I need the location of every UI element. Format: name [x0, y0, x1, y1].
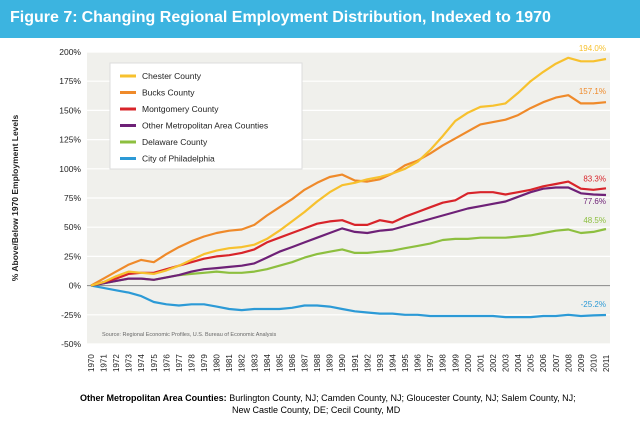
- x-tick-label: 2008: [564, 354, 573, 372]
- legend-entry: Montgomery County: [142, 104, 219, 114]
- x-tick-label: 1996: [414, 354, 423, 372]
- x-tick-label: 1989: [326, 354, 335, 372]
- x-tick-label: 1983: [250, 354, 259, 372]
- end-label: 77.6%: [583, 197, 606, 206]
- x-tick-label: 1993: [376, 354, 385, 372]
- x-tick-label: 1980: [213, 354, 222, 372]
- x-tick-label: 1985: [275, 354, 284, 372]
- x-tick-label: 1984: [263, 354, 272, 372]
- x-tick-label: 1972: [112, 354, 121, 372]
- x-tick-label: 1971: [100, 354, 109, 372]
- x-tick-label: 1988: [313, 354, 322, 372]
- x-tick-label: 1979: [200, 354, 209, 372]
- x-tick-label: 1977: [175, 354, 184, 372]
- footnote: Other Metropolitan Area Counties: Burlin…: [80, 392, 576, 416]
- x-tick-label: 1990: [338, 354, 347, 372]
- footnote-line1: Burlington County, NJ; Camden County, NJ…: [229, 393, 576, 403]
- figure-header: Figure 7: Changing Regional Employment Di…: [0, 0, 640, 38]
- x-tick-label: 2002: [489, 354, 498, 372]
- y-tick-label: 150%: [59, 105, 81, 115]
- series-line-city-of-philadelphia: [90, 284, 607, 319]
- end-label: -25.2%: [581, 300, 606, 309]
- x-tick-label: 1975: [150, 354, 159, 372]
- legend-entry: Chester County: [142, 71, 202, 81]
- x-tick-label: 1995: [401, 354, 410, 372]
- legend-entry: Delaware County: [142, 137, 208, 147]
- y-tick-label: 75%: [64, 193, 81, 203]
- x-tick-label: 2004: [514, 354, 523, 372]
- x-tick-label: 1987: [301, 354, 310, 372]
- x-tick-label: 1973: [125, 354, 134, 372]
- y-tick-label: 25%: [64, 251, 81, 261]
- y-tick-label: -50%: [61, 339, 81, 349]
- x-tick-label: 1982: [238, 354, 247, 372]
- end-label: 194.0%: [579, 44, 606, 53]
- end-label: 83.3%: [583, 174, 606, 183]
- x-tick-label: 1998: [439, 354, 448, 372]
- x-tick-label: 2011: [602, 354, 611, 372]
- y-tick-label: 50%: [64, 222, 81, 232]
- x-tick-label: 1974: [137, 354, 146, 372]
- y-axis-label: % Above/Below 1970 Employment Levels: [10, 115, 20, 282]
- x-tick-label: 2001: [476, 354, 485, 372]
- x-tick-label: 2009: [577, 354, 586, 372]
- y-tick-label: -25%: [61, 310, 81, 320]
- source-note: Source: Regional Economic Profiles, U.S.…: [102, 332, 276, 338]
- x-tick-label: 1994: [388, 354, 397, 372]
- legend-entry: City of Philadelphia: [142, 154, 215, 164]
- end-label: 157.1%: [579, 87, 606, 96]
- x-tick-label: 1976: [162, 354, 171, 372]
- x-tick-label: 1992: [363, 354, 372, 372]
- end-label: 48.5%: [583, 216, 606, 225]
- x-tick-label: 2007: [552, 354, 561, 372]
- y-tick-label: 0%: [69, 281, 82, 291]
- x-tick-label: 1970: [87, 354, 96, 372]
- employment-line-chart: 200% 175% 150% 125% 100% 75% 50% 25% 0% -25% -50% 1…: [10, 44, 611, 372]
- x-tick-label: 1986: [288, 354, 297, 372]
- series-line-bucks-county: [90, 94, 607, 287]
- x-tick-label: 2000: [464, 354, 473, 372]
- x-tick-label: 1997: [426, 354, 435, 372]
- y-tick-label: 200%: [59, 47, 81, 57]
- x-tick-label: 2003: [502, 354, 511, 372]
- legend-entry: Bucks County: [142, 88, 195, 98]
- legend-box: [109, 62, 303, 170]
- y-tick-label: 125%: [59, 135, 81, 145]
- x-tick-label: 1991: [351, 354, 360, 372]
- figure-title-text: Changing Regional Employment Distributio…: [81, 9, 551, 26]
- footnote-lead: Other Metropolitan Area Counties:: [80, 393, 227, 403]
- x-tick-label: 2006: [539, 354, 548, 372]
- figure-number: Figure 7:: [10, 9, 78, 26]
- footnote-line2: New Castle County, DE; Cecil County, MD: [232, 405, 401, 415]
- x-tick-label: 1999: [451, 354, 460, 372]
- series-line-other-metropolitan-area-counties: [90, 186, 607, 287]
- figure-title: Figure 7: Changing Regional Employment Di…: [10, 9, 551, 27]
- x-tick-label: 2005: [527, 354, 536, 372]
- legend-entry: Other Metropolitan Area Counties: [142, 121, 268, 131]
- x-tick-label: 1981: [225, 354, 234, 372]
- x-tick-label: 1978: [187, 354, 196, 372]
- x-tick-label: 2010: [589, 354, 598, 372]
- series-line-chester-county: [90, 56, 607, 287]
- y-tick-label: 100%: [59, 164, 81, 174]
- y-tick-label: 175%: [59, 76, 81, 86]
